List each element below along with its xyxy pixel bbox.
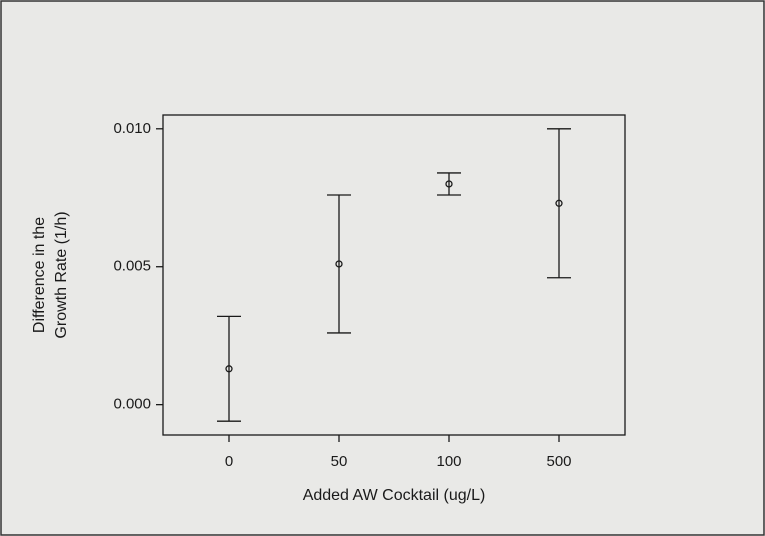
error-bar	[327, 194, 351, 334]
x-tick-label: 50	[331, 453, 348, 470]
x-tick-label: 0	[225, 453, 233, 470]
error-bar	[547, 128, 571, 279]
y-axis-label: Difference in the	[31, 217, 48, 333]
point	[335, 260, 343, 268]
y-tick-label: 0.005	[113, 258, 151, 275]
x-tick-label: 100	[436, 453, 461, 470]
plot-box	[162, 114, 626, 436]
y-tick-label: 0.000	[113, 396, 151, 413]
x-axis-label: Added AW Cocktail (ug/L)	[303, 487, 486, 504]
y-tick-label: 0.010	[113, 120, 151, 137]
error-bar	[437, 172, 461, 196]
point	[225, 365, 233, 373]
error-bar	[217, 315, 241, 422]
point	[555, 199, 563, 207]
x-tick-label: 500	[546, 453, 571, 470]
point	[445, 180, 453, 188]
y-axis-label: Growth Rate (1/h)	[53, 211, 70, 338]
